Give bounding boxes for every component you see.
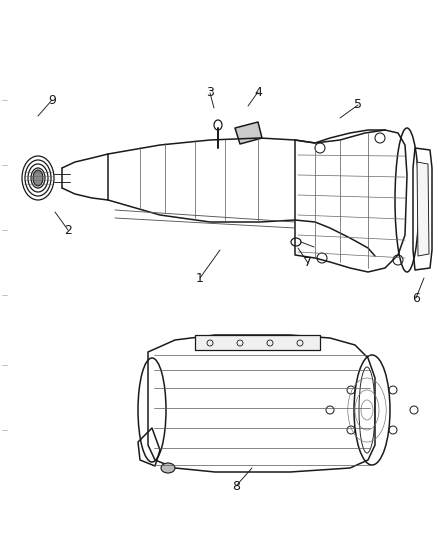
Text: 4: 4: [254, 85, 262, 99]
Text: 3: 3: [206, 86, 214, 100]
Text: 5: 5: [354, 99, 362, 111]
Text: 8: 8: [232, 480, 240, 492]
Text: 6: 6: [412, 292, 420, 304]
Text: 1: 1: [196, 271, 204, 285]
Polygon shape: [417, 162, 429, 256]
Ellipse shape: [161, 463, 175, 473]
Polygon shape: [235, 122, 262, 144]
Polygon shape: [195, 335, 320, 350]
Text: 7: 7: [304, 256, 312, 270]
Text: 9: 9: [48, 93, 56, 107]
Text: 2: 2: [64, 223, 72, 237]
Ellipse shape: [33, 170, 43, 186]
